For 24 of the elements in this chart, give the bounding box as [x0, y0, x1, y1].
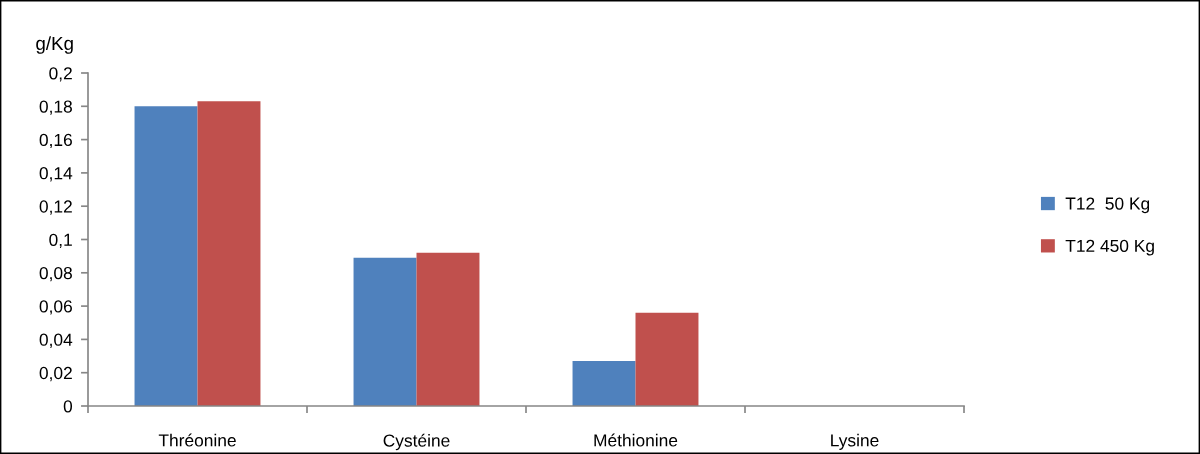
y-tick-label: 0,2 [49, 67, 72, 82]
y-tick-label: 0,1 [49, 233, 72, 249]
bar [635, 312, 699, 406]
y-tick-label: 0,14 [39, 167, 73, 182]
y-tick-label: 0,12 [39, 200, 72, 215]
y-tick-label: 0,06 [39, 300, 72, 315]
bar [416, 252, 480, 406]
y-tick-label: 0,16 [39, 133, 72, 149]
legend-label: T12 450 Kg [1065, 239, 1154, 256]
y-tick-label: 0,02 [39, 366, 72, 382]
y-tick-label: 0,18 [39, 100, 72, 115]
bar [197, 101, 261, 406]
x-tick-label: Méthionine [594, 433, 678, 447]
bar [572, 361, 636, 406]
y-tick-label: 0,04 [39, 333, 73, 348]
legend-label: T12 50 Kg [1065, 197, 1150, 214]
y-tick-label: 0,08 [39, 266, 72, 282]
x-tick-label: Lysine [831, 433, 879, 450]
y-tick-label: 0 [63, 400, 73, 413]
x-tick-label: Thréonine [158, 433, 236, 447]
y-axis-title: g/Kg [36, 36, 73, 54]
x-tick-label: Cystéine [383, 433, 450, 451]
bar [353, 257, 417, 406]
bar [134, 106, 198, 406]
